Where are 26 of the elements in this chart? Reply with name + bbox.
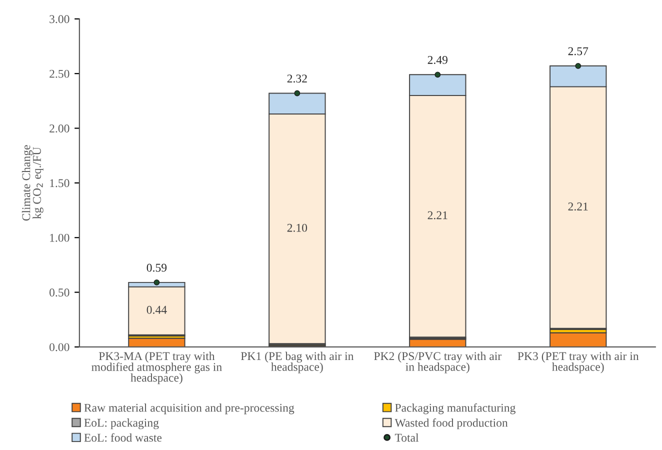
y-tick-label: 2.50 — [50, 70, 70, 78]
legend-label: EoL: packaging — [84, 418, 159, 430]
x-tick-label: PK1 (PE bag with air in headspace) — [240, 352, 354, 374]
x-tick-label: PK2 (PS/PVC tray with air in headspace) — [374, 352, 502, 374]
y-tick-label: 0.00 — [50, 343, 70, 352]
data-label: 2.32 — [287, 74, 307, 83]
data-label: 2.49 — [428, 56, 448, 64]
y-tick-label: 2.00 — [50, 124, 70, 133]
data-label: 2.57 — [568, 47, 588, 56]
y-tick-label: 1.00 — [50, 234, 70, 242]
legend-label: Total — [394, 433, 419, 442]
legend-label: EoL: food waste — [84, 433, 162, 442]
data-label: 0.59 — [146, 264, 167, 272]
y-tick-label: 0.50 — [50, 288, 70, 297]
x-tick-label: PK3-MA (PET tray with modified atmosphere gas in headspace) — [92, 352, 222, 384]
legend-label: Wasted food production — [394, 418, 508, 430]
data-label: 2.10 — [287, 224, 308, 232]
data-label: 2.21 — [428, 211, 448, 220]
legend-label: Raw material acquisition and pre-processing — [84, 403, 294, 414]
data-label: 0.44 — [146, 306, 167, 314]
legend-label: Packaging manufacturing — [395, 403, 516, 414]
data-label: 2.21 — [568, 202, 588, 211]
y-tick-label: 3.00 — [50, 15, 70, 24]
y-axis-title: Climate Change kg CO$_{2}$ eq./FU — [22, 145, 44, 221]
x-tick-label: PK3 (PET tray with air in headspace) — [518, 352, 639, 374]
y-tick-label: 1.50 — [50, 179, 70, 188]
